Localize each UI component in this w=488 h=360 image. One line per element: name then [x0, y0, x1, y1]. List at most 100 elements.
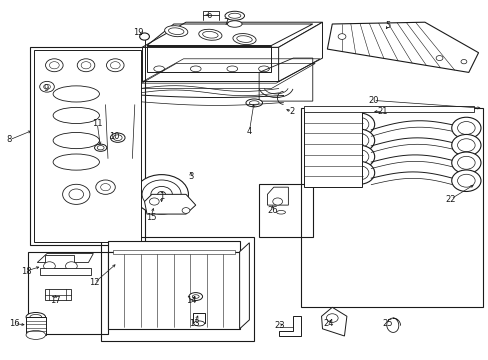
- Circle shape: [435, 55, 442, 60]
- Circle shape: [343, 161, 374, 184]
- Text: 25: 25: [381, 319, 392, 328]
- Circle shape: [135, 175, 188, 214]
- Bar: [27, 252, 108, 334]
- Text: 26: 26: [267, 206, 278, 215]
- Text: 3: 3: [188, 172, 193, 181]
- Ellipse shape: [53, 132, 99, 149]
- Ellipse shape: [26, 312, 45, 321]
- Circle shape: [142, 180, 181, 209]
- Ellipse shape: [110, 133, 125, 142]
- Circle shape: [45, 59, 63, 72]
- Ellipse shape: [190, 66, 201, 72]
- Circle shape: [460, 59, 466, 64]
- Ellipse shape: [227, 21, 242, 27]
- Text: 10: 10: [109, 132, 119, 141]
- Circle shape: [451, 117, 480, 139]
- Polygon shape: [278, 22, 322, 81]
- Text: 17: 17: [50, 296, 61, 305]
- Text: 13: 13: [189, 319, 200, 328]
- Circle shape: [451, 152, 480, 174]
- Polygon shape: [304, 107, 473, 112]
- Ellipse shape: [53, 107, 99, 123]
- Ellipse shape: [258, 66, 269, 72]
- Polygon shape: [278, 316, 300, 336]
- Text: 18: 18: [20, 267, 31, 276]
- Circle shape: [343, 145, 374, 168]
- Text: 5: 5: [385, 21, 390, 30]
- Text: 9: 9: [43, 84, 49, 93]
- Ellipse shape: [198, 29, 222, 40]
- Circle shape: [337, 34, 345, 40]
- Circle shape: [77, 59, 95, 72]
- Circle shape: [140, 33, 149, 40]
- Circle shape: [62, 184, 90, 204]
- Polygon shape: [108, 241, 239, 252]
- Circle shape: [96, 180, 115, 194]
- Polygon shape: [26, 317, 45, 335]
- Text: 1: 1: [159, 192, 164, 201]
- Polygon shape: [142, 47, 278, 81]
- Text: 19: 19: [133, 28, 143, 37]
- Text: 22: 22: [445, 194, 455, 203]
- Polygon shape: [239, 243, 249, 329]
- Ellipse shape: [94, 144, 106, 151]
- Polygon shape: [321, 307, 346, 336]
- Ellipse shape: [226, 66, 237, 72]
- Ellipse shape: [276, 211, 285, 214]
- Text: 20: 20: [367, 96, 378, 105]
- Circle shape: [182, 208, 189, 213]
- Circle shape: [343, 113, 374, 136]
- Polygon shape: [144, 194, 195, 214]
- Bar: [101, 237, 254, 341]
- Polygon shape: [40, 268, 91, 275]
- Text: 14: 14: [186, 296, 197, 305]
- Circle shape: [149, 198, 159, 205]
- Circle shape: [43, 262, 55, 270]
- Circle shape: [326, 314, 337, 322]
- Polygon shape: [44, 255, 74, 268]
- Ellipse shape: [53, 86, 99, 102]
- Circle shape: [158, 192, 165, 197]
- Text: 8: 8: [7, 135, 12, 144]
- Circle shape: [451, 170, 480, 192]
- Text: 11: 11: [92, 119, 102, 128]
- Ellipse shape: [232, 33, 256, 45]
- Ellipse shape: [224, 11, 244, 20]
- Ellipse shape: [154, 66, 164, 72]
- Polygon shape: [304, 110, 361, 187]
- Ellipse shape: [53, 154, 99, 170]
- Text: 15: 15: [145, 213, 156, 222]
- Circle shape: [451, 134, 480, 156]
- Text: 23: 23: [274, 321, 285, 330]
- Text: 12: 12: [89, 278, 100, 287]
- Ellipse shape: [245, 99, 262, 107]
- Text: 4: 4: [246, 127, 251, 136]
- Text: 16: 16: [9, 319, 20, 328]
- Circle shape: [40, 81, 54, 92]
- Circle shape: [106, 59, 124, 72]
- Polygon shape: [267, 187, 288, 205]
- Polygon shape: [193, 313, 205, 323]
- Bar: [30, 47, 144, 244]
- Bar: [44, 289, 71, 300]
- Ellipse shape: [164, 26, 187, 37]
- Polygon shape: [203, 12, 219, 15]
- Bar: [259, 184, 312, 237]
- Bar: [300, 108, 483, 307]
- Polygon shape: [108, 252, 239, 329]
- Text: 21: 21: [377, 107, 387, 116]
- Polygon shape: [113, 250, 234, 253]
- Ellipse shape: [193, 321, 204, 326]
- Text: 2: 2: [289, 107, 294, 116]
- Circle shape: [65, 262, 77, 270]
- Ellipse shape: [188, 293, 202, 301]
- Ellipse shape: [26, 330, 45, 339]
- Circle shape: [151, 186, 172, 202]
- Polygon shape: [142, 22, 322, 47]
- Circle shape: [343, 129, 374, 152]
- Text: 24: 24: [323, 319, 333, 328]
- Circle shape: [272, 198, 282, 205]
- Polygon shape: [37, 253, 93, 262]
- Polygon shape: [34, 50, 141, 242]
- Polygon shape: [327, 22, 478, 72]
